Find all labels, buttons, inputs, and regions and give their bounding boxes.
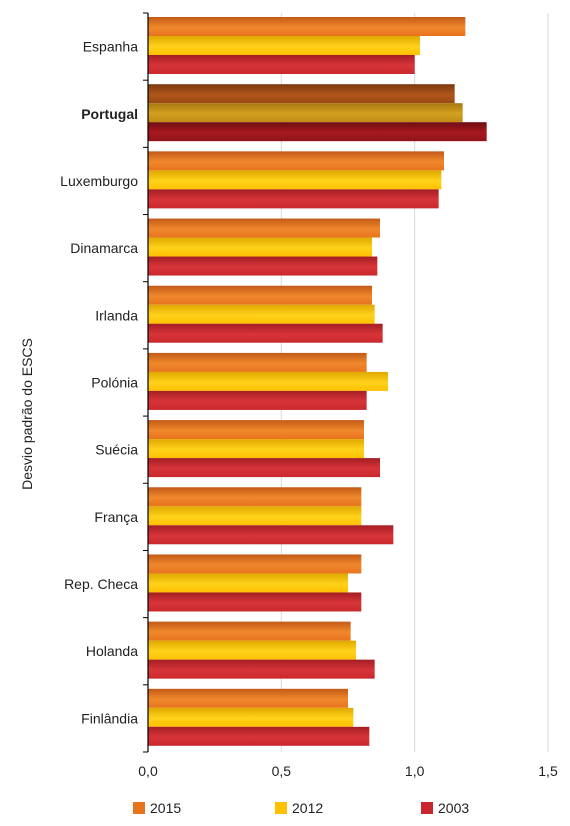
x-tick-label: 1,0 xyxy=(405,763,425,779)
legend-item-2003: 2003 xyxy=(421,800,469,816)
x-tick-label: 1,5 xyxy=(538,763,558,779)
bar-2012-1 xyxy=(148,103,463,123)
bar-2015-10 xyxy=(148,688,348,708)
legend-item-2015: 2015 xyxy=(133,800,181,816)
bar-2015-6 xyxy=(148,420,364,440)
legend: 2015 2012 2003 xyxy=(0,800,570,820)
category-label: Finlândia xyxy=(81,710,138,726)
bar-2012-6 xyxy=(148,439,364,459)
bar-2003-5 xyxy=(148,390,367,410)
bar-2015-3 xyxy=(148,218,380,238)
axes: 0,0 0,5 1,0 1,5 Espanha Portugal Luxemburgo Din… xyxy=(60,12,558,779)
bar-2012-7 xyxy=(148,506,362,526)
bar-2012-0 xyxy=(148,36,420,55)
bar-2003-1 xyxy=(148,122,487,142)
bar-2003-0 xyxy=(148,55,415,74)
legend-swatch-2003 xyxy=(421,802,433,814)
category-label: Dinamarca xyxy=(70,240,138,256)
category-label: Polónia xyxy=(91,375,138,391)
bar-2015-8 xyxy=(148,554,362,574)
bar-2012-2 xyxy=(148,170,442,190)
category-label: Espanha xyxy=(83,39,138,55)
bar-2003-10 xyxy=(148,726,370,746)
bar-2012-4 xyxy=(148,304,375,324)
bar-2003-6 xyxy=(148,458,380,478)
bar-2012-3 xyxy=(148,237,372,257)
bar-2015-1 xyxy=(148,84,455,104)
legend-label-2003: 2003 xyxy=(438,800,470,816)
x-tick-label: 0,5 xyxy=(272,763,292,779)
bar-2015-2 xyxy=(148,151,444,171)
legend-label-2012: 2012 xyxy=(292,800,324,816)
category-label: Holanda xyxy=(86,643,138,659)
y-axis-label: Desvio padrão do ESCS xyxy=(19,338,35,490)
bar-2015-4 xyxy=(148,285,372,305)
bar-2003-7 xyxy=(148,525,394,545)
category-label: França xyxy=(94,509,138,525)
bar-2012-5 xyxy=(148,371,388,391)
bar-2003-8 xyxy=(148,592,362,612)
bar-2012-10 xyxy=(148,707,354,727)
bar-2015-7 xyxy=(148,487,362,507)
bar-2015-9 xyxy=(148,621,351,641)
bars xyxy=(148,17,487,746)
bar-2012-8 xyxy=(148,573,348,593)
bar-2003-3 xyxy=(148,256,378,276)
category-label: Suécia xyxy=(95,442,138,458)
legend-swatch-2012 xyxy=(275,802,287,814)
bar-2015-0 xyxy=(148,17,466,36)
legend-label-2015: 2015 xyxy=(150,800,182,816)
bar-2003-2 xyxy=(148,189,439,209)
x-tick-label: 0,0 xyxy=(138,763,158,779)
category-label: Portugal xyxy=(81,106,138,122)
bar-2003-4 xyxy=(148,323,383,343)
category-label: Luxemburgo xyxy=(60,173,138,189)
legend-item-2012: 2012 xyxy=(275,800,323,816)
bar-2003-9 xyxy=(148,659,375,679)
legend-swatch-2015 xyxy=(133,802,145,814)
bar-2012-9 xyxy=(148,640,356,660)
category-label: Irlanda xyxy=(95,307,138,323)
bar-2015-5 xyxy=(148,352,367,372)
category-label: Rep. Checa xyxy=(64,576,138,592)
